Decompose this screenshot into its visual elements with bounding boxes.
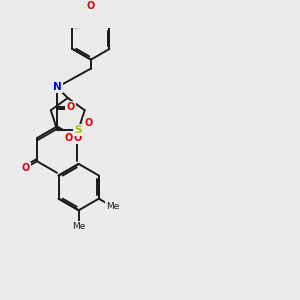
Text: O: O bbox=[73, 133, 81, 143]
Text: O: O bbox=[87, 1, 95, 11]
Text: O: O bbox=[84, 118, 92, 128]
Text: O: O bbox=[64, 133, 72, 142]
Text: O: O bbox=[21, 163, 29, 173]
Text: S: S bbox=[74, 125, 82, 135]
Text: O: O bbox=[66, 102, 75, 112]
Text: Me: Me bbox=[72, 222, 86, 231]
Text: Me: Me bbox=[106, 202, 119, 211]
Text: N: N bbox=[53, 82, 62, 92]
